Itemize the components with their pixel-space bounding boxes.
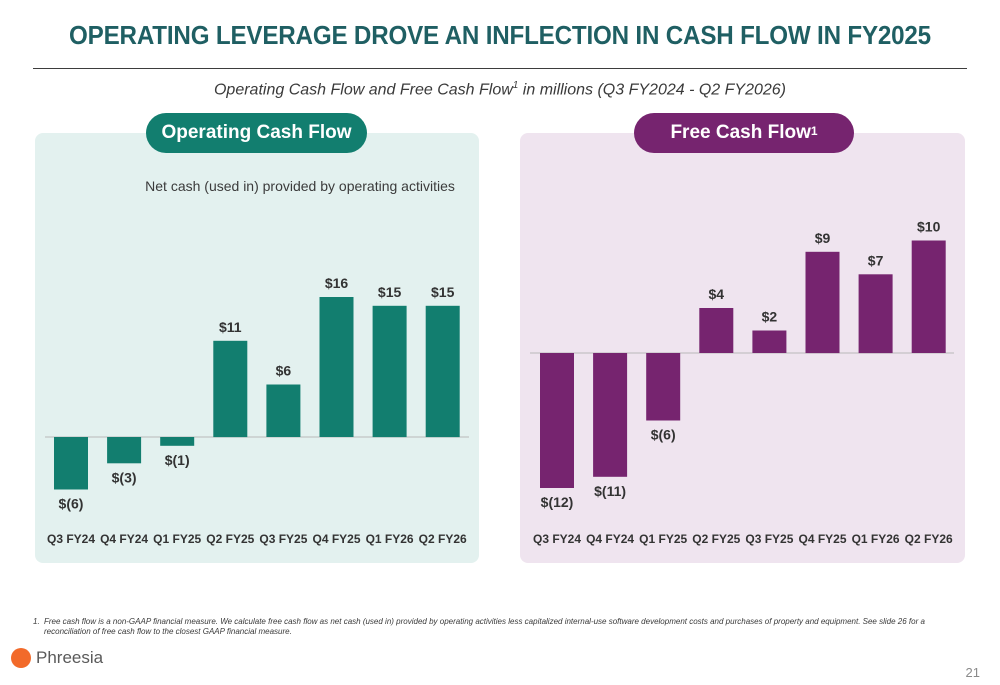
fcf-category-label-7: Q1 FY26 (852, 532, 900, 546)
ocf-bar-3 (160, 437, 195, 446)
subtitle-text: Operating Cash Flow and Free Cash Flow (213, 81, 513, 99)
ocf-value-label-3: $(1) (165, 452, 190, 468)
fcf-value-label-1: $(12) (541, 494, 574, 510)
operating-cash-flow-note: Net cash (used in) provided by operating… (145, 178, 455, 194)
fcf-category-label-1: Q3 FY24 (533, 532, 581, 546)
ocf-value-label-6: $16 (325, 275, 349, 291)
fcf-bar-1 (540, 353, 574, 488)
fcf-bar-7 (858, 274, 893, 354)
ocf-bar-1 (54, 437, 88, 490)
free-cash-flow-header-label: Free Cash Flow (670, 122, 811, 143)
ocf-value-label-8: $15 (431, 284, 455, 300)
phreesia-logo-icon (11, 648, 31, 668)
ocf-bar-4 (213, 340, 248, 438)
fcf-bar-3 (646, 353, 681, 421)
fcf-category-label-2: Q4 FY24 (586, 532, 634, 546)
fcf-category-label-4: Q2 FY25 (692, 532, 740, 546)
fcf-value-label-2: $(11) (594, 483, 626, 499)
fcf-value-label-6: $9 (815, 230, 831, 246)
fcf-category-label-5: Q3 FY25 (745, 532, 793, 546)
fcf-category-label-3: Q1 FY25 (639, 532, 687, 546)
fcf-bar-2 (593, 353, 628, 477)
ocf-bar-7 (372, 305, 407, 438)
ocf-category-label-6: Q4 FY25 (312, 532, 360, 546)
free-cash-flow-header: Free Cash Flow 1 (634, 113, 854, 153)
fcf-value-label-8: $10 (917, 219, 941, 235)
operating-cash-flow-header-label: Operating Cash Flow (161, 122, 352, 143)
ocf-category-label-7: Q1 FY26 (366, 532, 414, 546)
footnote: 1. Free cash flow is a non-GAAP financia… (33, 617, 943, 637)
subtitle-footnote-marker: 1 (512, 80, 519, 91)
fcf-value-label-5: $2 (762, 309, 778, 325)
fcf-category-label-8: Q2 FY26 (905, 532, 953, 546)
fcf-value-label-7: $7 (868, 252, 884, 268)
page-number: 21 (965, 665, 980, 680)
ocf-category-label-1: Q3 FY24 (47, 532, 95, 546)
ocf-value-label-7: $15 (378, 284, 402, 300)
subtitle-range: in millions (Q3 FY2024 - Q2 FY2026) (518, 81, 787, 99)
operating-cash-flow-header: Operating Cash Flow (146, 113, 367, 153)
fcf-bar-6 (805, 251, 840, 354)
ocf-value-label-1: $(6) (59, 496, 84, 512)
fcf-bar-4 (699, 308, 734, 353)
ocf-category-label-3: Q1 FY25 (153, 532, 201, 546)
ocf-bar-8 (425, 305, 460, 438)
phreesia-logo-text: Phreesia (36, 648, 104, 667)
free-cash-flow-footnote-marker: 1 (810, 124, 818, 138)
footnote-text: Free cash flow is a non-GAAP financial m… (44, 617, 925, 636)
fcf-value-label-4: $4 (709, 286, 725, 302)
ocf-bar-2 (107, 437, 142, 464)
slide-title: OPERATING LEVERAGE DROVE AN INFLECTION I… (69, 20, 931, 50)
title-divider (33, 68, 967, 69)
ocf-value-label-2: $(3) (112, 469, 137, 485)
slide-subtitle: Operating Cash Flow and Free Cash Flow1 … (0, 80, 1000, 99)
ocf-bar-6 (319, 297, 354, 437)
fcf-bar-8 (911, 240, 946, 353)
ocf-category-label-5: Q3 FY25 (259, 532, 307, 546)
fcf-value-label-3: $(6) (651, 427, 676, 443)
footnote-number: 1. (33, 617, 40, 626)
phreesia-logo: Phreesia (11, 648, 103, 668)
ocf-bar-5 (266, 384, 301, 437)
ocf-value-label-5: $6 (276, 363, 292, 379)
ocf-category-label-8: Q2 FY26 (419, 532, 467, 546)
ocf-value-label-4: $11 (219, 319, 242, 335)
fcf-category-label-6: Q4 FY25 (798, 532, 846, 546)
fcf-bar-5 (752, 330, 787, 353)
ocf-category-label-4: Q2 FY25 (206, 532, 254, 546)
ocf-category-label-2: Q4 FY24 (100, 532, 148, 546)
